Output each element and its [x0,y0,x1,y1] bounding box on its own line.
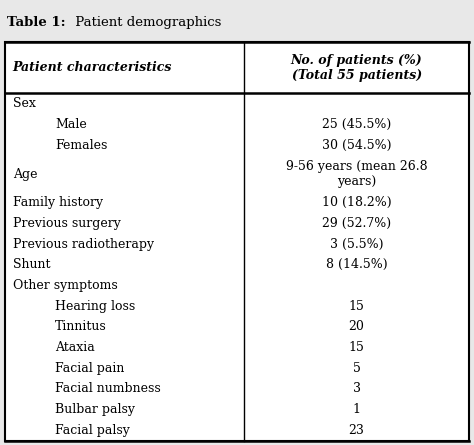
Text: Male: Male [55,118,87,131]
Text: 15: 15 [349,300,365,313]
Text: Age: Age [13,167,38,181]
Text: Tinnitus: Tinnitus [55,320,107,333]
Text: Females: Females [55,138,108,152]
Text: 9-56 years (mean 26.8
years): 9-56 years (mean 26.8 years) [286,160,428,188]
Text: 5: 5 [353,362,361,375]
Text: 1: 1 [353,403,361,416]
Text: Ataxia: Ataxia [55,341,95,354]
Text: Facial numbness: Facial numbness [55,382,161,396]
Text: Shunt: Shunt [13,259,51,271]
Text: Hearing loss: Hearing loss [55,300,136,313]
Text: Patient characteristics: Patient characteristics [12,61,171,74]
Text: Other symptoms: Other symptoms [13,279,118,292]
Text: 8 (14.5%): 8 (14.5%) [326,259,387,271]
Text: Table 1:: Table 1: [7,16,66,28]
Text: 30 (54.5%): 30 (54.5%) [322,138,392,152]
Text: 23: 23 [349,424,365,437]
Text: 15: 15 [349,341,365,354]
Text: 3: 3 [353,382,361,396]
Text: Previous radiotherapy: Previous radiotherapy [13,238,155,251]
Text: 20: 20 [349,320,365,333]
Text: 10 (18.2%): 10 (18.2%) [322,196,392,210]
Text: Sex: Sex [13,97,36,110]
Text: No. of patients (%)
(Total 55 patients): No. of patients (%) (Total 55 patients) [291,54,422,82]
Text: Patient demographics: Patient demographics [71,16,221,28]
Text: 3 (5.5%): 3 (5.5%) [330,238,383,251]
Text: 25 (45.5%): 25 (45.5%) [322,118,391,131]
Text: Facial pain: Facial pain [55,362,125,375]
FancyBboxPatch shape [5,42,469,441]
Text: 29 (52.7%): 29 (52.7%) [322,217,391,230]
Text: Family history: Family history [13,196,103,210]
Text: Facial palsy: Facial palsy [55,424,130,437]
Text: Bulbar palsy: Bulbar palsy [55,403,135,416]
Text: Previous surgery: Previous surgery [13,217,121,230]
